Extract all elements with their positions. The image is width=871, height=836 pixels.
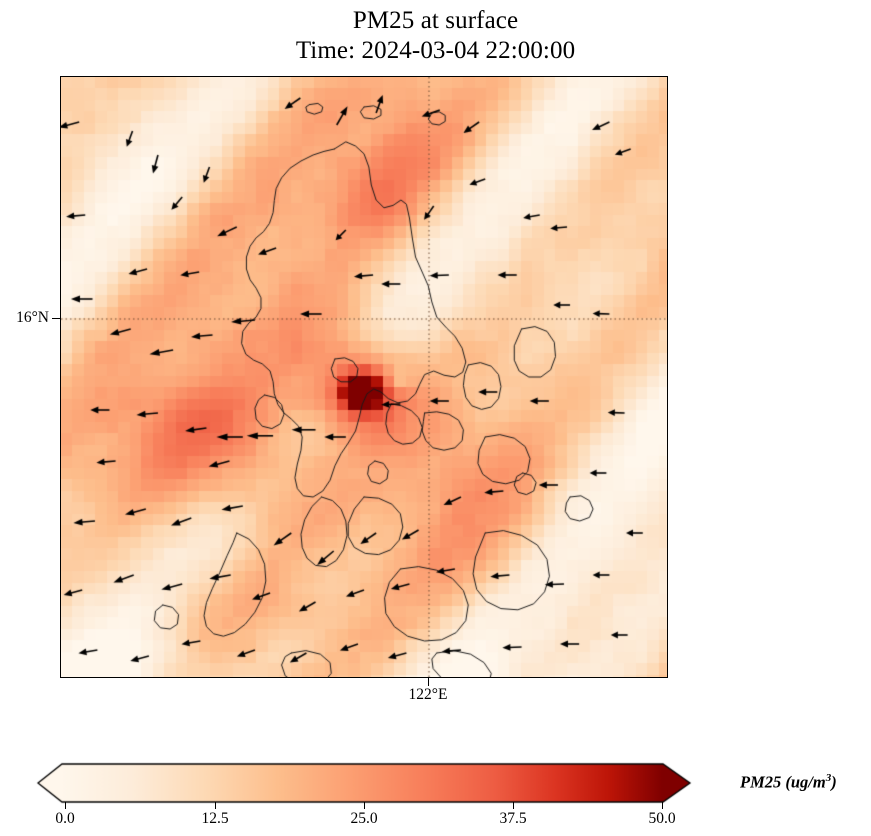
colorbar-tick-label-1: 12.5 (201, 810, 229, 827)
colorbar-unit-label: PM25 (ug/m3) (740, 772, 837, 793)
colorbar-tick-label-3: 37.5 (499, 810, 527, 827)
colorbar-tick-1 (215, 802, 217, 809)
y-axis-tick-16n (52, 317, 60, 319)
coastline-and-wind-overlay (61, 77, 667, 677)
title-line-variable: PM25 at surface (352, 7, 519, 34)
colorbar-gradient (32, 760, 704, 806)
title-line-timestamp: Time: 2024-03-04 22:00:00 (295, 36, 576, 64)
colorbar-unit-exponent: 3 (825, 772, 832, 784)
colorbar[interactable]: 0.0 12.5 25.0 37.5 50.0 PM25 (ug/m3) (0, 756, 871, 836)
map-panel[interactable] (60, 76, 668, 678)
colorbar-unit-text: PM25 (ug/m (740, 772, 826, 792)
colorbar-tick-0 (65, 802, 67, 809)
y-axis-label-16n: 16°N (16, 309, 49, 326)
colorbar-unit-tail: ) (831, 772, 837, 792)
colorbar-tick-label-4: 50.0 (648, 810, 676, 827)
colorbar-tick-4 (662, 802, 664, 809)
x-axis-label-122e: 122°E (408, 686, 448, 703)
colorbar-tick-label-0: 0.0 (55, 810, 75, 827)
figure-title: PM25 at surface Time: 2024-03-04 22:00:0… (0, 6, 871, 65)
x-axis-tick-122e (427, 678, 429, 686)
colorbar-tick-label-2: 25.0 (350, 810, 378, 827)
colorbar-tick-2 (364, 802, 366, 809)
colorbar-tick-3 (513, 802, 515, 809)
